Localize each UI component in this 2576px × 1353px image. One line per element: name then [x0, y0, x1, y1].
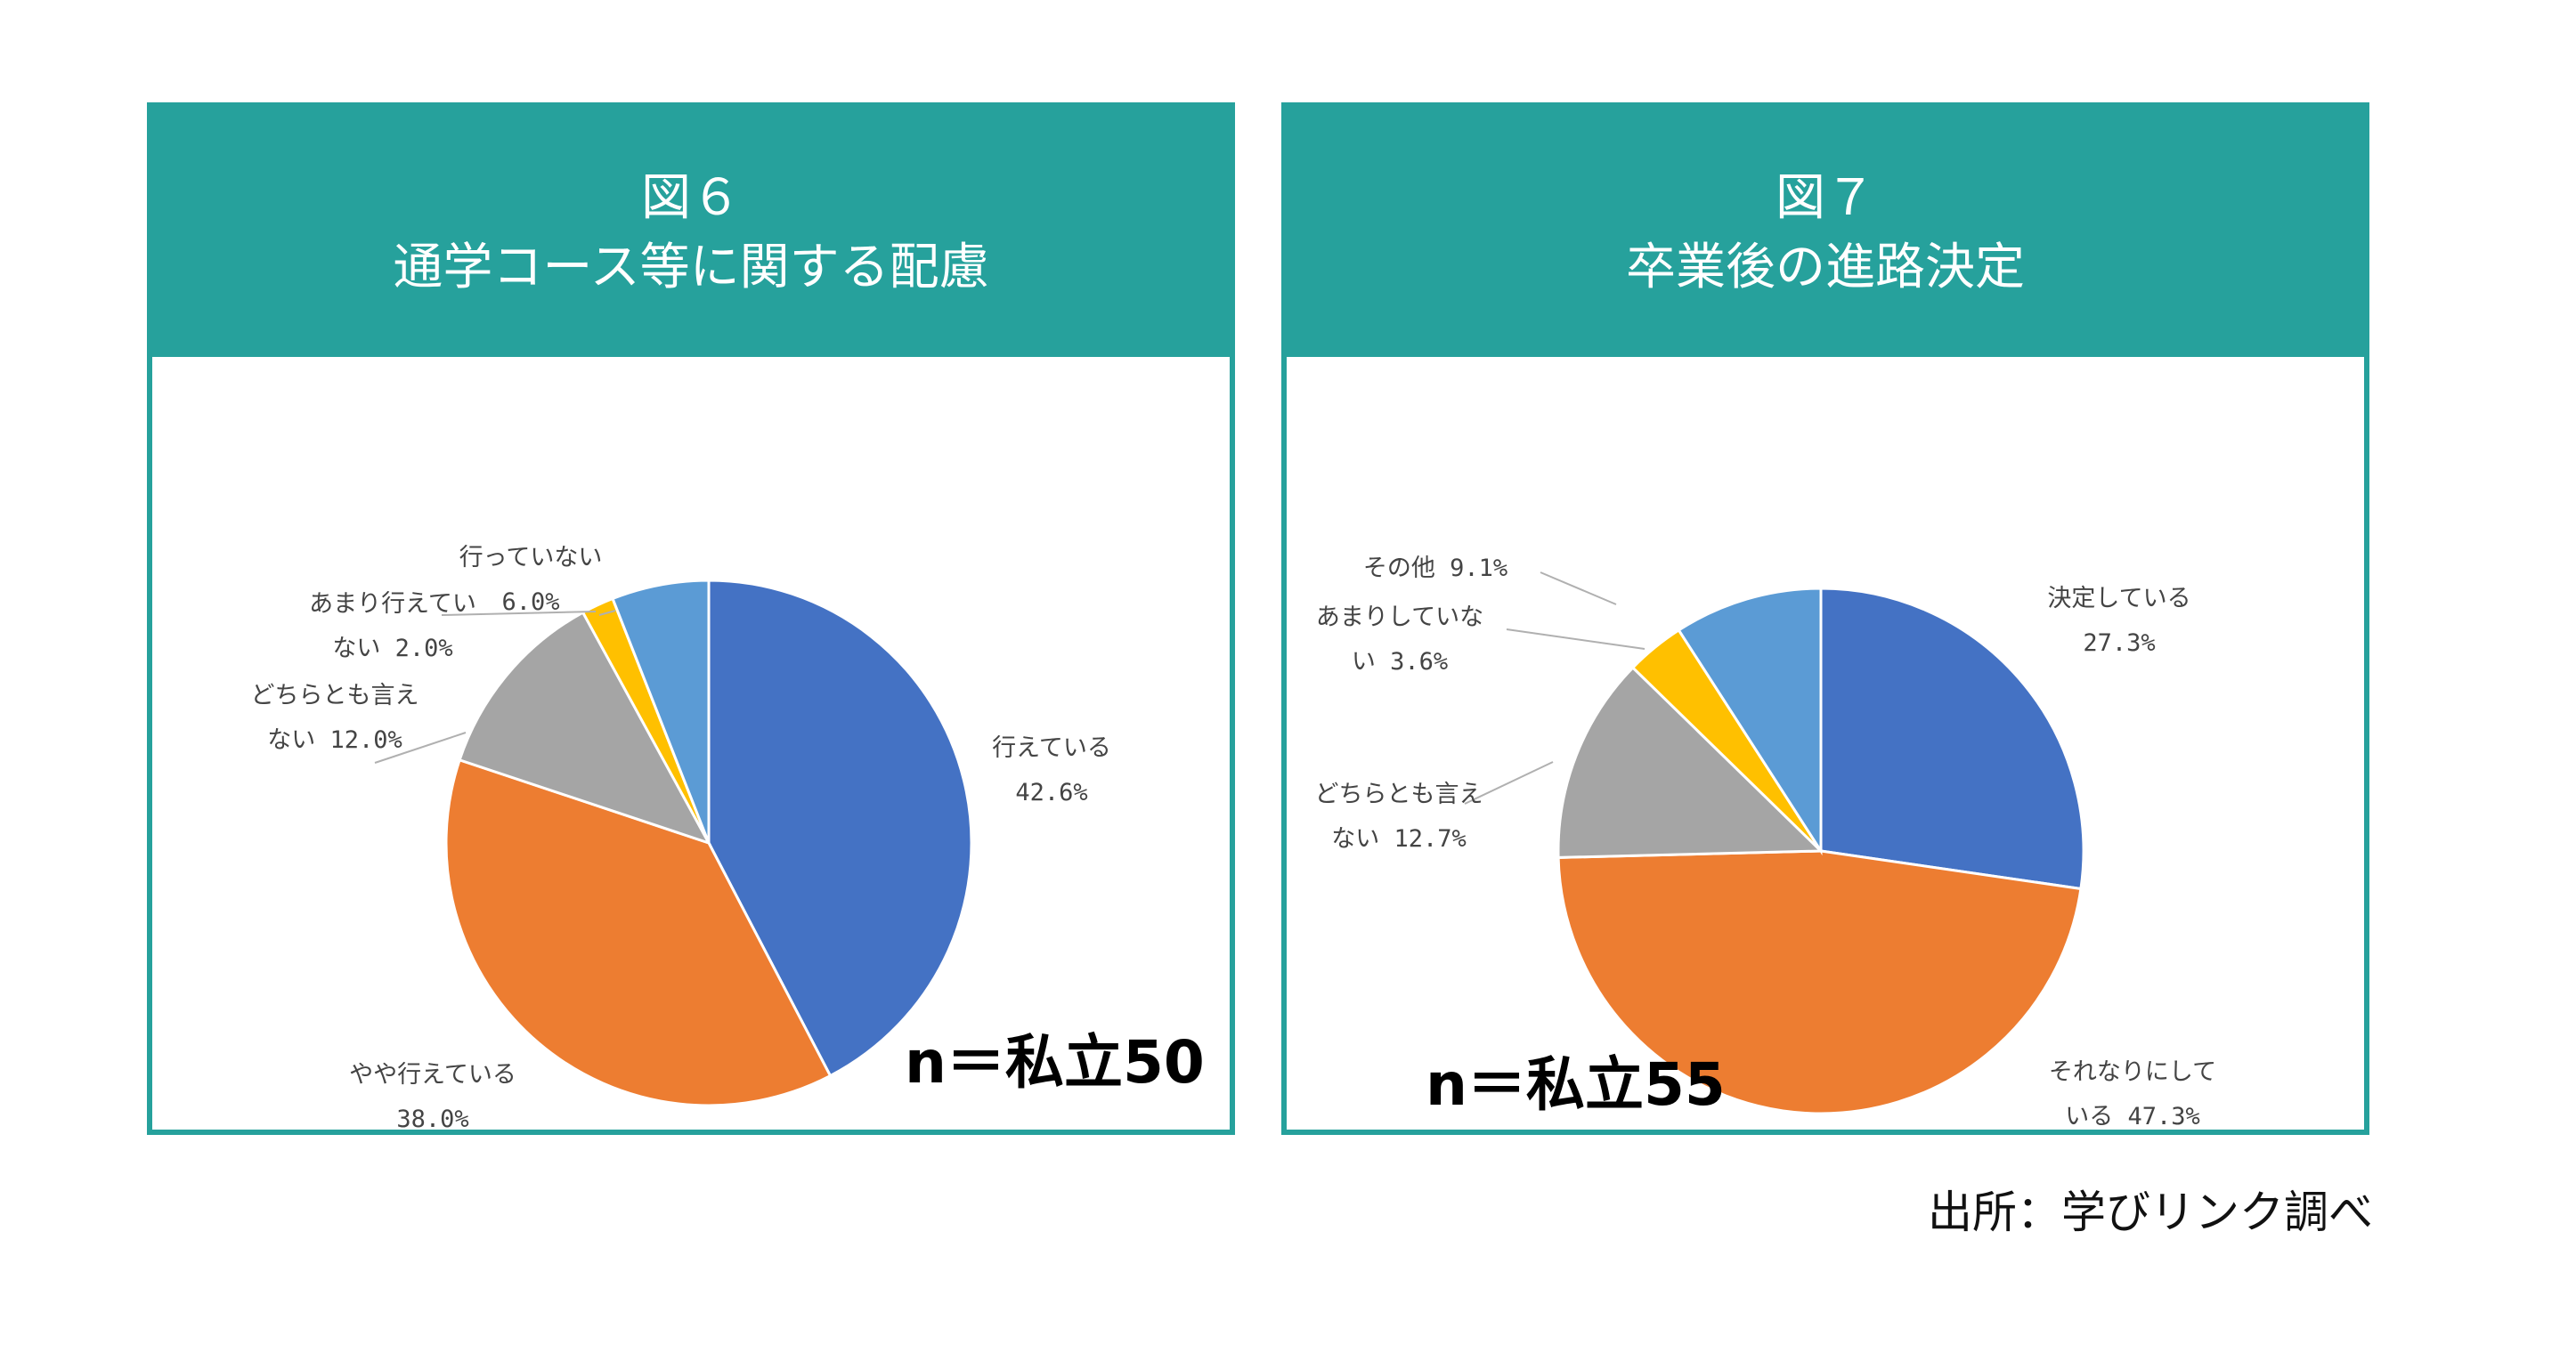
- figure-number: 図７: [1776, 169, 1875, 227]
- slice-label: ない 2.0%: [332, 635, 452, 662]
- pie-slice: [458, 611, 712, 846]
- pie-slice: [1556, 849, 2083, 1115]
- pie-slice: [1556, 665, 1824, 859]
- sample-size-label: n＝私立50: [905, 1028, 1205, 1097]
- pie-slice: [1819, 587, 2085, 891]
- chart-area: 決定している 27.3% それなりにして いる 47.3% どちらとも言え ない 12.7…: [1287, 357, 2364, 1130]
- slice-label: どちらとも言え: [251, 682, 419, 709]
- sample-size-label: n＝私立55: [1426, 1050, 1726, 1119]
- slice-label: い 3.6%: [1352, 648, 1448, 676]
- slice-label: あまりしていな: [1316, 604, 1483, 631]
- pie-slice: [611, 579, 711, 844]
- figure-number: 図６: [641, 169, 741, 227]
- leader-line: [598, 610, 616, 616]
- slice-label: 決定している: [2047, 585, 2190, 612]
- slice-label: それなりにして: [2049, 1058, 2216, 1086]
- panel-header: 図７ 卒業後の進路決定: [1287, 108, 2364, 357]
- figure-title: 卒業後の進路決定: [1626, 239, 2025, 296]
- source-note: 出所：学びリンク調べ: [1928, 1187, 2373, 1238]
- chart-panel-fig6: 図６ 通学コース等に関する配慮 行えている 42.6% やや行えている 38.0% どち…: [147, 102, 1235, 1135]
- panel-header: 図６ 通学コース等に関する配慮: [152, 108, 1230, 357]
- slice-label: いる 47.3%: [2065, 1103, 2200, 1130]
- pie-slice: [1677, 587, 1823, 856]
- slice-label: あまり行えてい: [309, 590, 476, 618]
- chart-area: 行えている 42.6% やや行えている 38.0% どちらとも言え ない 12.0% あまり…: [152, 357, 1230, 1130]
- slice-label: 38.0%: [396, 1106, 468, 1130]
- leader-line: [1506, 628, 1646, 650]
- chart-panel-fig7: 図７ 卒業後の進路決定 決定している 27.3% それなりにして いる 47.3% どち…: [1281, 102, 2369, 1135]
- slice-label: 42.6%: [1015, 779, 1087, 806]
- slice-label: やや行えている: [349, 1061, 516, 1089]
- slice-label: ない 12.7%: [1331, 825, 1467, 853]
- leader-line: [1540, 571, 1617, 605]
- leader-line: [374, 732, 467, 764]
- slice-label: 行えている: [992, 734, 1111, 762]
- figure-title: 通学コース等に関する配慮: [393, 239, 989, 296]
- slice-label: 行っていない: [459, 544, 603, 571]
- leader-line: [1464, 761, 1554, 805]
- slice-label: ない 12.0%: [267, 726, 402, 754]
- slice-label: どちらとも言え: [1315, 781, 1483, 808]
- leader-line: [441, 611, 597, 616]
- slice-label: その他 9.1%: [1363, 555, 1507, 582]
- pie-slice: [444, 758, 833, 1107]
- slice-label: 6.0%: [501, 588, 559, 616]
- slice-label: 27.3%: [2083, 629, 2155, 657]
- pie-slice: [707, 579, 973, 1078]
